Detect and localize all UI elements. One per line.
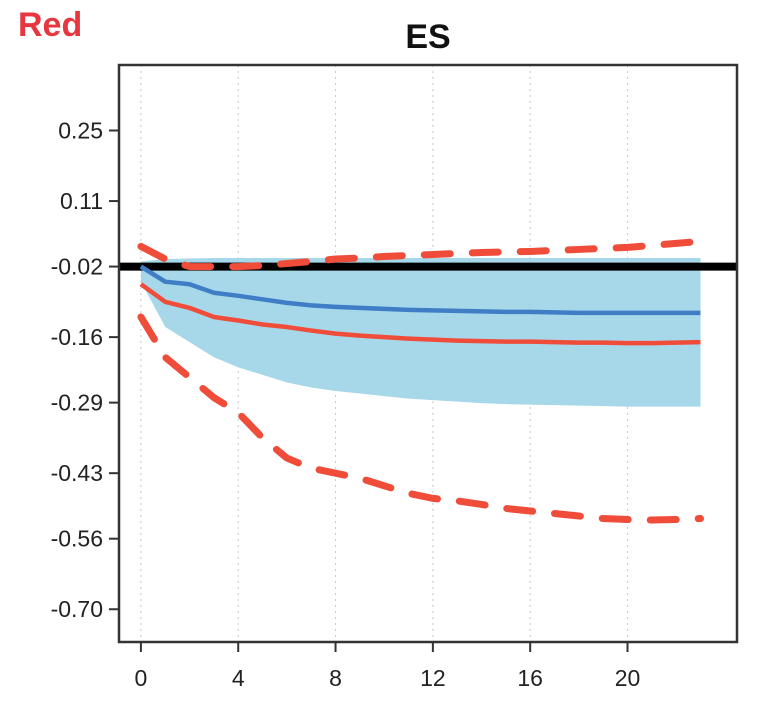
corner-label: Red [18, 6, 83, 44]
x-tick-label-0: 0 [134, 665, 147, 691]
series-line-3 [137, 313, 705, 524]
chart-title: ES [405, 18, 450, 56]
y-tick-label-6: -0.56 [51, 526, 103, 552]
x-axis: 0 4 8 12 16 20 [134, 642, 640, 691]
x-tick-label-1: 4 [232, 665, 245, 691]
y-tick-label-1: 0.11 [60, 188, 103, 214]
y-tick-label-2: -0.02 [51, 254, 103, 280]
series-line-1 [139, 282, 701, 346]
y-axis: 0.25 0.11 -0.02 -0.16 -0.29 -0.43 -0.56 -0.70 [51, 118, 119, 622]
band-layer [140, 258, 701, 407]
x-tick-label-4: 16 [517, 665, 543, 691]
y-tick-label-7: -0.70 [51, 596, 103, 622]
confidence-band [140, 258, 701, 407]
y-tick-label-0: 0.25 [58, 118, 103, 144]
x-tick-label-2: 8 [329, 665, 342, 691]
x-tick-label-5: 20 [615, 665, 641, 691]
plot-frame [117, 63, 739, 644]
series-line-2 [137, 237, 705, 271]
y-tick-label-4: -0.29 [51, 390, 103, 416]
y-tick-label-5: -0.43 [51, 460, 103, 486]
y-tick-label-3: -0.16 [51, 324, 103, 350]
series-layer [137, 237, 705, 524]
x-tick-label-3: 12 [420, 665, 446, 691]
series-line-0 [139, 264, 701, 316]
